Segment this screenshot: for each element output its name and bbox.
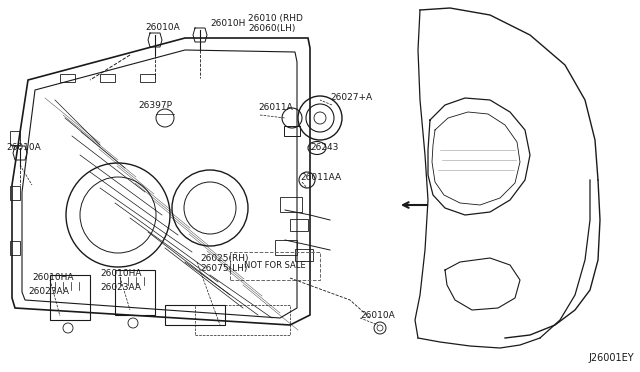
Text: 26010 (RHD: 26010 (RHD <box>248 13 303 22</box>
Text: 26010HA: 26010HA <box>32 273 74 282</box>
Text: 26025(RH): 26025(RH) <box>200 253 248 263</box>
Text: 26010A: 26010A <box>6 144 41 153</box>
Text: 26397P: 26397P <box>138 100 172 109</box>
Text: 26010HA: 26010HA <box>100 269 141 279</box>
Text: 26010H: 26010H <box>210 19 245 28</box>
Text: 26023AA: 26023AA <box>28 288 69 296</box>
Text: 26010A: 26010A <box>360 311 395 321</box>
Text: 26075(LH): 26075(LH) <box>200 263 248 273</box>
Text: 26243: 26243 <box>310 144 339 153</box>
Text: 26023AA: 26023AA <box>100 283 141 292</box>
Text: 26060(LH): 26060(LH) <box>248 23 296 32</box>
Text: 26011A: 26011A <box>258 103 292 112</box>
Text: NOT FOR SALE: NOT FOR SALE <box>244 262 306 270</box>
Text: J26001EY: J26001EY <box>588 353 634 363</box>
Text: 26010A: 26010A <box>145 23 180 32</box>
Text: 26011AA: 26011AA <box>300 173 341 183</box>
Text: 26027+A: 26027+A <box>330 93 372 103</box>
